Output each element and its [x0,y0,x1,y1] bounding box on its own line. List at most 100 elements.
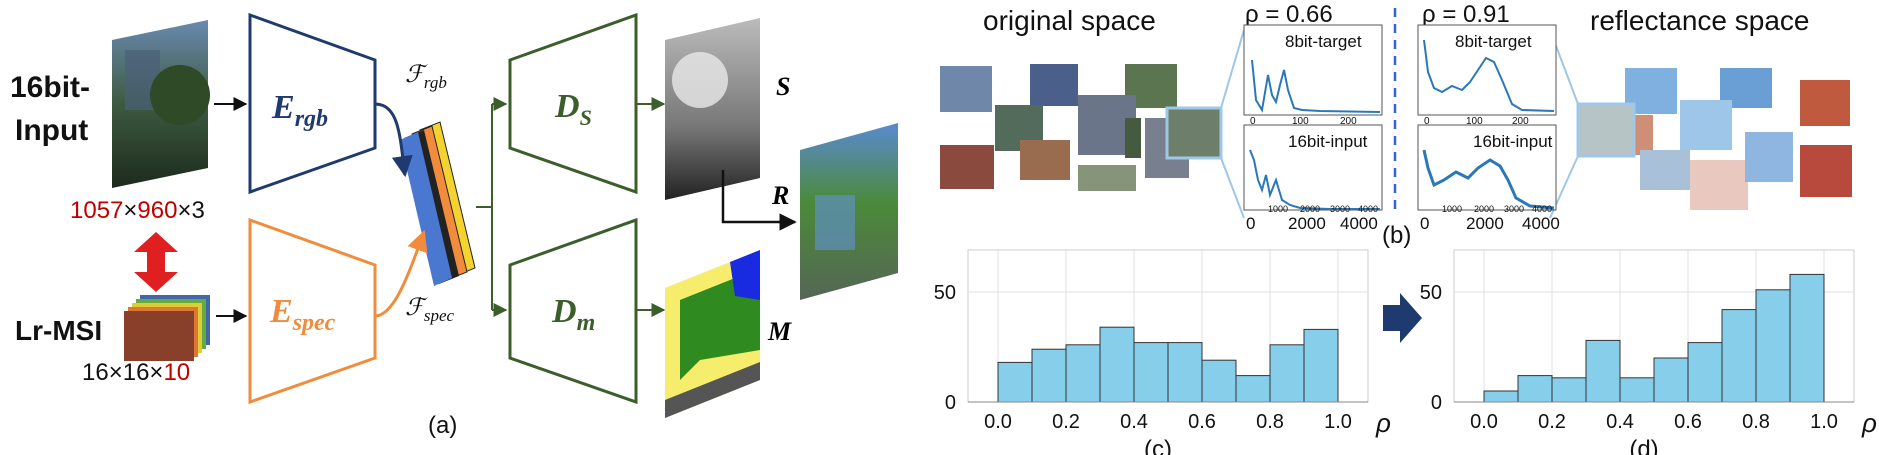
chart-d-bar-5 [1653,357,1689,403]
decoder-m-label: Dm [551,293,595,336]
hist-orig-8bit-curve [1251,59,1381,113]
chart-c-bar-0 [997,361,1033,403]
chart-c-xtick-1: 0.2 [1052,411,1080,433]
decoder-s-label: DS [554,88,592,130]
decoder-s [508,12,638,195]
transition-arrow-icon [1383,293,1422,343]
chart-d-bar-1 [1517,375,1553,403]
decoder-m [508,217,638,405]
hist-orig-axis-0: 0 [1246,214,1255,233]
chart-d-xtick-2: 0.4 [1606,411,1634,433]
chart-d-xtick-4: 0.8 [1742,411,1770,433]
right-highlight-thumbnail [1576,102,1636,158]
chart-d-bar-0 [1483,390,1519,403]
chart-c-xtick-0: 0.0 [984,411,1012,433]
hist-refl-16bit-label: 16bit-input [1473,132,1553,151]
original-space-title: original space [983,5,1156,36]
hist-orig-axis-2000: 2000 [1288,214,1326,233]
hist-refl-16bit: 16bit-input 1000 2000 3000 4000 [1417,124,1557,214]
arrow-ergb-to-feature [374,102,413,178]
input-label-line2: Input [15,114,88,147]
original-space-thumbnails [940,64,1189,191]
rho-reflectance: ρ = 0.91 [1422,1,1510,28]
left-highlight-thumbnail [1165,106,1223,160]
chart-c-bar-3 [1099,326,1135,403]
chart-c-xtick-2: 0.4 [1120,411,1148,433]
mask-image-ground [665,362,760,418]
hist-orig-axis-4000: 4000 [1340,214,1378,233]
chart-d-ytick-0: 0 [1431,392,1442,414]
hist-refl-8bit-curve [1423,39,1555,112]
input-image-tree-icon [150,65,210,125]
chart-c-bar-7 [1235,375,1271,403]
hist-refl-8bit-tick-0: 0 [1424,116,1430,127]
chart-c-bar-5 [1167,342,1203,403]
hist-orig-16bit-tick-1000: 1000 [1268,204,1288,214]
left-zoom-line-bottom [1220,157,1245,219]
chart-d-caption: (d) [1629,436,1658,455]
hist-orig-16bit-curve [1249,149,1380,210]
arrow-s-to-r [721,170,797,231]
panel-b-caption: (b) [1382,222,1411,249]
rho-original: ρ = 0.66 [1245,1,1333,28]
chart-d-ytick-1: 50 [1420,282,1442,304]
chart-c-ytick-0: 0 [945,392,956,414]
chart-c-caption: (c) [1144,436,1172,455]
output-m-label: M [767,317,792,346]
chart-d-bar-9 [1789,273,1825,403]
chart-d-bar-6 [1687,342,1723,403]
chart-c-bar-4 [1133,342,1169,403]
chart-c-bar-2 [1065,344,1101,403]
chart-d-xtick-0: 0.0 [1470,411,1498,433]
panel-a: 16bit- Input 1057×960×3 Lr-MSI 16×16×10 [10,12,898,439]
chart-d-bar-3 [1585,339,1621,403]
chart-c-bar-8 [1269,344,1305,403]
feature-rgb-label: ℱrgb [405,62,447,92]
hist-refl-8bit-tick-100: 100 [1466,116,1483,127]
hist-refl-8bit-tick-200: 200 [1512,116,1529,127]
chart-d-bar-2 [1551,377,1587,403]
chart-d-xlabel: ρ [1861,408,1877,438]
hist-refl-16bit-curve [1422,149,1555,210]
hist-orig-8bit: 8bit-target 0 100 200 [1243,24,1383,127]
hist-refl-16bit-tick-2000: 2000 [1474,204,1494,214]
mask-image-sky [730,250,760,300]
hist-refl-axis-4000: 4000 [1522,214,1560,233]
reflectance-space-title: reflectance space [1590,5,1809,36]
encoder-spec-label: Espec [269,293,336,336]
hist-refl-axis-2000: 2000 [1466,214,1504,233]
arrow-espec-to-feature [374,230,428,318]
chart-c-bar-6 [1201,359,1237,403]
chart-d-bar-7 [1721,309,1757,403]
input-label-line1: 16bit- [10,71,90,104]
hist-refl-8bit-label: 8bit-target [1455,32,1532,51]
chart-c-bar-1 [1031,348,1067,403]
shading-image [665,18,760,200]
hist-orig-8bit-tick-0: 0 [1250,116,1256,127]
hist-orig-16bit-tick-4000: 4000 [1358,204,1378,214]
chart-d-bar-4 [1619,377,1655,403]
chart-c-xtick-5: 1.0 [1324,411,1352,433]
chart-c-bar-9 [1303,328,1339,403]
chart-d: 0.0 0.2 0.4 0.6 0.8 1.0 0 50 ρ (d) [1420,249,1877,455]
split-connector [476,97,508,317]
hist-orig-16bit-tick-3000: 3000 [1330,204,1350,214]
reflectance-space-thumbnails [1605,68,1852,210]
feature-spec-label: ℱspec [405,295,455,325]
chart-c-xtick-4: 0.8 [1256,411,1284,433]
panel-a-caption: (a) [428,412,457,439]
hist-refl-8bit: 8bit-target 0 100 200 [1417,24,1557,127]
chart-c-xlabel: ρ [1375,408,1391,438]
output-s-label: S [776,72,790,101]
chart-d-xtick-1: 0.2 [1538,411,1566,433]
hist-orig-16bit-label: 16bit-input [1288,132,1368,151]
left-zoom-line-top [1220,29,1245,109]
hist-orig-16bit-tick-2000: 2000 [1300,204,1320,214]
msi-label: Lr-MSI [15,315,102,346]
input-dims: 1057×960×3 [70,197,205,224]
msi-dims: 16×16×10 [82,359,190,386]
hist-orig-8bit-label: 8bit-target [1285,32,1362,51]
msi-cube-stack [124,295,210,361]
output-r-label: R [771,181,789,210]
